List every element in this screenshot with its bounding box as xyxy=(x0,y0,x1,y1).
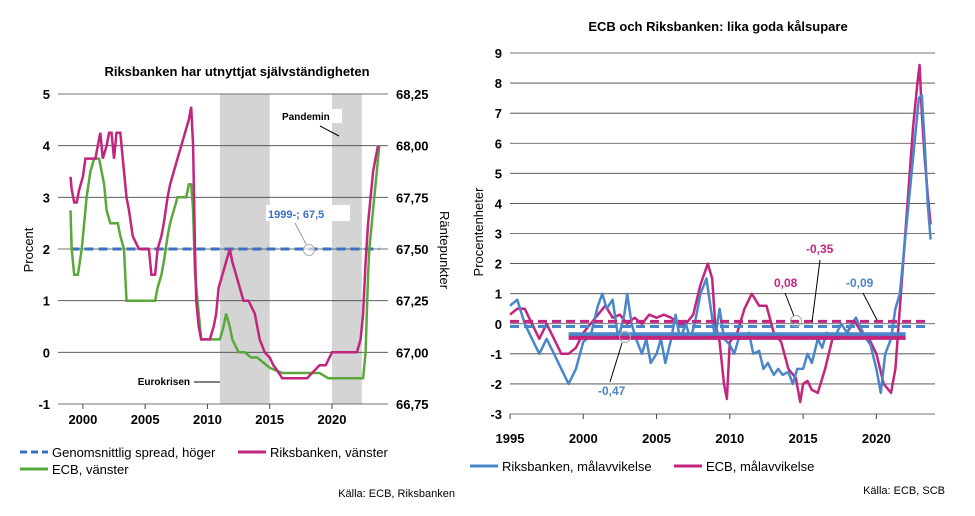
legend-label-riksbanken: Riksbanken, vänster xyxy=(270,445,388,460)
right-chart-y-tick-label: -1 xyxy=(490,347,502,362)
reference-lines xyxy=(510,319,928,340)
annotation-riksbanken-full-period: -0,09 xyxy=(846,276,874,290)
right-y-tick-label: 68,25 xyxy=(396,87,429,102)
legend-label-spread: Genomsnittlig spread, höger xyxy=(52,445,216,460)
right-grid xyxy=(510,52,935,415)
annotation-ecb-1999-2022-marker xyxy=(619,331,631,343)
left-x-tick-labels: 2000 2005 2010 2015 2020 xyxy=(68,404,346,427)
right-y-tick-label: 67,50 xyxy=(396,242,429,257)
right-chart: ECB och Riksbanken: lika goda kålsupare … xyxy=(470,19,945,497)
left-y-tick-label: 3 xyxy=(43,190,50,205)
left-y-tick-label: 5 xyxy=(43,87,50,102)
legend-label-riksbanken-gap: Riksbanken, målavvikelse xyxy=(502,459,652,474)
annotation-riksbanken-1999-2022: -0,35 xyxy=(806,242,834,256)
right-y-tick-label: 66,75 xyxy=(396,397,429,412)
left-y-tick-labels: 5 4 3 2 1 0 -1 xyxy=(38,87,50,412)
left-y-tick-label: 0 xyxy=(43,345,50,360)
left-legend: Genomsnittlig spread, höger Riksbanken, … xyxy=(20,445,388,477)
right-source: Källa: ECB, SCB xyxy=(863,485,945,497)
left-x-tick-label: 2005 xyxy=(131,412,160,427)
annotation-average-spread-leader xyxy=(294,222,307,245)
left-chart: Riksbanken har utnyttjat självständighet… xyxy=(20,64,455,500)
annotation-pandemin: Pandemin xyxy=(282,112,330,123)
annotation-pandemin-leader xyxy=(319,125,340,137)
right-chart-y-tick-label: -3 xyxy=(490,407,502,422)
right-chart-x-tick-label: 2010 xyxy=(715,431,744,446)
annotation-eurokrisen: Eurokrisen xyxy=(138,377,190,388)
right-chart-x-tick-label: 2000 xyxy=(569,431,598,446)
annotation-ecb-full-period-marker xyxy=(790,315,802,327)
annotation-average-spread-marker xyxy=(303,244,315,256)
left-y-axis-label: Procent xyxy=(21,227,36,272)
right-y-tick-label: 67,00 xyxy=(396,345,429,360)
right-chart-y-tick-labels: 9 8 7 6 5 4 3 2 1 0 -1 -2 -3 xyxy=(490,46,502,422)
left-y-tick-label: -1 xyxy=(38,397,50,412)
right-chart-y-tick-label: 7 xyxy=(495,106,502,121)
left-chart-title: Riksbanken har utnyttjat självständighet… xyxy=(104,64,369,79)
right-chart-y-tick-label: 3 xyxy=(495,227,502,242)
right-chart-y-tick-label: 8 xyxy=(495,76,502,91)
right-y-tick-label: 67,75 xyxy=(396,190,429,205)
right-chart-y-tick-label: 2 xyxy=(495,257,502,272)
left-series xyxy=(69,106,381,380)
series-line-riksbanken xyxy=(69,106,380,380)
right-chart-y-tick-label: -2 xyxy=(490,377,502,392)
left-x-tick-label: 2010 xyxy=(193,412,222,427)
right-chart-x-tick-label: 1995 xyxy=(496,431,525,446)
annotation-average-spread: 1999-; 67,5 xyxy=(268,209,324,221)
right-chart-y-tick-label: 5 xyxy=(495,166,502,181)
left-x-tick-label: 2000 xyxy=(68,412,97,427)
right-y-tick-label: 67,25 xyxy=(396,294,429,309)
right-chart-x-tick-labels: 1995 2000 2005 2010 2015 2020 xyxy=(496,414,891,446)
right-chart-x-tick-label: 2005 xyxy=(642,431,671,446)
annotation-ecb-full-period: 0,08 xyxy=(774,276,798,290)
right-y-tick-label: 68,00 xyxy=(396,139,429,154)
legend-label-ecb-gap: ECB, målavvikelse xyxy=(706,459,814,474)
right-chart-x-tick-label: 2020 xyxy=(862,431,891,446)
left-y-tick-label: 4 xyxy=(43,139,51,154)
right-y-tick-labels: 68,25 68,00 67,75 67,50 67,25 67,00 66,75 xyxy=(396,87,429,412)
right-y-axis-label: Räntepunkter xyxy=(437,211,452,290)
right-chart-y-tick-label: 0 xyxy=(495,317,502,332)
right-legend: Riksbanken, målavvikelse ECB, målavvikel… xyxy=(470,459,814,474)
right-chart-y-axis-label: Procentenheter xyxy=(471,187,486,277)
left-x-tick-label: 2015 xyxy=(255,412,284,427)
right-chart-y-tick-label: 1 xyxy=(495,287,502,302)
right-chart-y-tick-label: 9 xyxy=(495,46,502,61)
annotation-ecb-full-period-leader xyxy=(784,292,795,317)
legend-label-ecb: ECB, vänster xyxy=(52,462,129,477)
annotation-riksbanken-full-period-leader xyxy=(862,292,878,321)
annotation-riksbanken-1999-2022-leader xyxy=(811,259,821,323)
right-chart-y-tick-label: 4 xyxy=(495,196,503,211)
left-y-tick-label: 2 xyxy=(43,242,50,257)
left-x-tick-label: 2020 xyxy=(318,412,347,427)
right-chart-y-tick-label: 6 xyxy=(495,136,502,151)
right-chart-title: ECB och Riksbanken: lika goda kålsupare xyxy=(588,19,847,34)
right-chart-x-tick-label: 2015 xyxy=(789,431,818,446)
annotation-ecb-1999-2022: -0,47 xyxy=(598,384,626,398)
left-y-tick-label: 1 xyxy=(43,294,50,309)
annotation-ecb-1999-2022-leader xyxy=(609,342,623,383)
left-source: Källa: ECB, Riksbanken xyxy=(338,488,455,500)
